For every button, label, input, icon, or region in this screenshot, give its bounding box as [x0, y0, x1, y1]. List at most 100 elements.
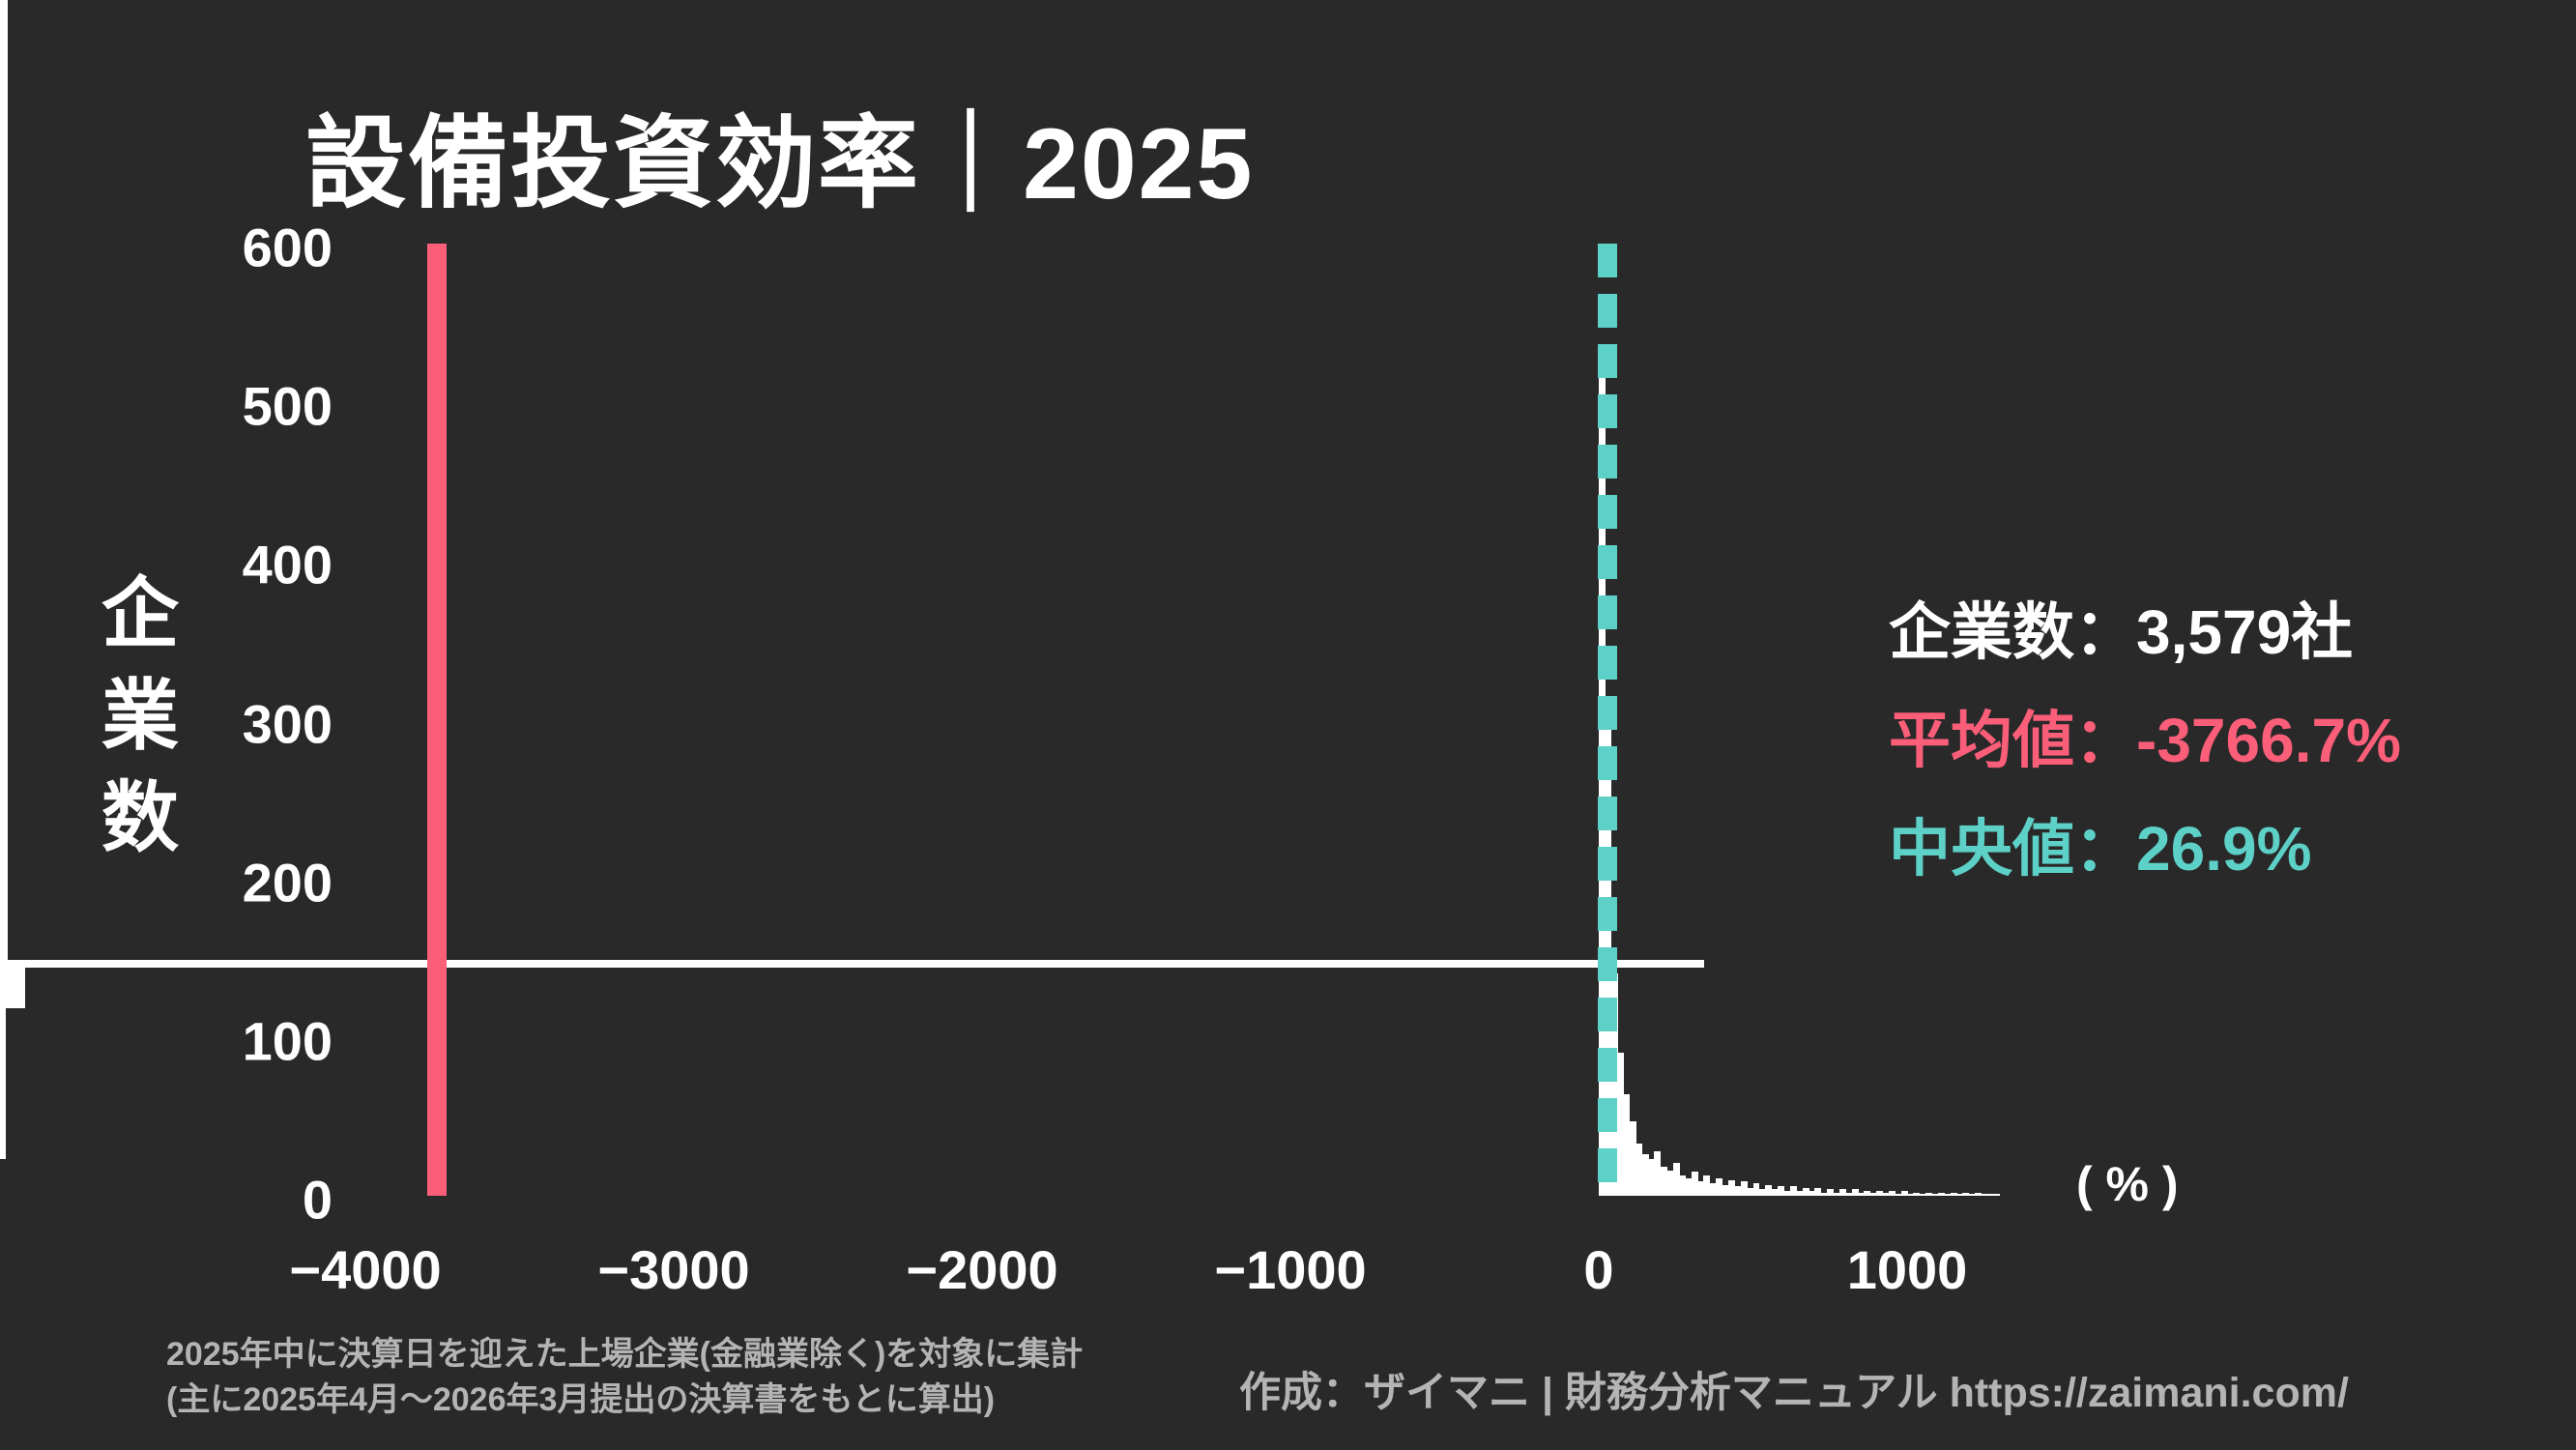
y-tick — [0, 985, 25, 991]
x-axis-unit-label: ( % ) — [2076, 1157, 2179, 1211]
histogram-bar — [1931, 1194, 1939, 1196]
y-tick-label: 0 — [302, 1169, 333, 1231]
histogram-bar — [1937, 1192, 1945, 1196]
histogram-bar — [1617, 1053, 1625, 1196]
histogram-bar — [1654, 1151, 1662, 1196]
x-tick — [0, 1008, 6, 1033]
y-axis-title: 企業数 — [91, 572, 177, 879]
histogram-bar — [1907, 1194, 1914, 1196]
histogram-bar — [1752, 1182, 1760, 1196]
histogram-bar — [1975, 1192, 1983, 1196]
histogram-bar — [1851, 1189, 1859, 1196]
histogram-bar — [1913, 1192, 1921, 1196]
histogram-bar — [1838, 1189, 1846, 1196]
x-tick-label: −1000 — [1214, 1239, 1367, 1300]
y-tick — [0, 979, 25, 985]
x-tick — [0, 1058, 6, 1084]
stat-mean: 平均値： -3766.7% — [1889, 686, 2401, 795]
histogram-bar — [1968, 1194, 1976, 1196]
histogram-bar — [1716, 1177, 1723, 1196]
x-tick — [0, 1033, 6, 1058]
histogram-bar — [1709, 1182, 1717, 1196]
x-tick-label: 0 — [1583, 1239, 1614, 1300]
histogram-bar — [1882, 1192, 1890, 1196]
histogram-bar — [1888, 1191, 1896, 1196]
x-tick-label: −2000 — [906, 1239, 1058, 1300]
histogram-bar — [1678, 1174, 1686, 1196]
x-tick — [0, 1134, 6, 1159]
histogram-bar — [1758, 1189, 1766, 1196]
histogram-bar — [1660, 1167, 1667, 1196]
histogram-bar — [1623, 1093, 1631, 1196]
histogram-bar — [1802, 1187, 1809, 1196]
histogram-bar — [1808, 1191, 1815, 1196]
stat-mean-value: -3766.7% — [2136, 706, 2401, 775]
histogram-bar — [1697, 1181, 1705, 1196]
histogram-bar — [1635, 1143, 1643, 1196]
y-tick-label: 200 — [242, 852, 333, 914]
footnote-line2: (主に2025年4月～2026年3月提出の決算書をもとに算出) — [166, 1381, 996, 1418]
histogram-bar — [1981, 1194, 1988, 1196]
histogram-bar — [1827, 1189, 1835, 1196]
stat-companies-value: 3,579社 — [2136, 597, 2354, 667]
histogram-bar — [1778, 1186, 1784, 1196]
footnote-line1: 2025年中に決算日を迎えた上場企業(金融業除く)を対象に集計 — [166, 1336, 1084, 1373]
histogram-bar — [1820, 1192, 1828, 1196]
stats-panel: 企業数： 3,579社 平均値： -3766.7% 中央値： 26.9% — [1889, 578, 2401, 903]
stat-median-value: 26.9% — [2136, 814, 2312, 884]
histogram-bar — [1857, 1192, 1865, 1196]
mean-marker-line — [427, 244, 448, 1196]
stat-median-label: 中央値： — [1889, 814, 2136, 884]
histogram-bar — [1740, 1181, 1748, 1196]
footnote: 2025年中に決算日を迎えた上場企業(金融業除く)を対象に集計 (主に2025年… — [166, 1332, 1083, 1423]
histogram-bar — [1925, 1192, 1933, 1196]
y-axis-line — [0, 0, 8, 960]
histogram-bar — [1900, 1191, 1908, 1196]
stat-median: 中央値： 26.9% — [1889, 795, 2401, 903]
x-tick-label: −3000 — [597, 1239, 750, 1300]
histogram-bar — [1648, 1159, 1655, 1196]
x-tick-label: −4000 — [289, 1239, 442, 1300]
y-tick — [0, 973, 25, 979]
histogram-bar — [1783, 1191, 1791, 1196]
histogram-bar — [1814, 1187, 1822, 1196]
histogram-bar — [1641, 1154, 1649, 1196]
histogram-bar — [1944, 1194, 1952, 1196]
histogram-bar — [1765, 1184, 1773, 1196]
histogram-bar — [1876, 1191, 1884, 1196]
histogram-bar — [1993, 1194, 2001, 1196]
histogram-bar — [1747, 1187, 1754, 1196]
y-tick-label: 400 — [242, 534, 333, 595]
histogram-bar — [1796, 1191, 1804, 1196]
stat-companies: 企業数： 3,579社 — [1889, 578, 2401, 686]
histogram-bar — [1789, 1186, 1797, 1196]
y-tick — [0, 1002, 25, 1008]
histogram-bar — [1666, 1170, 1674, 1196]
y-tick-label: 500 — [242, 375, 333, 437]
histogram-bar — [1691, 1172, 1698, 1196]
histogram-bar — [1962, 1192, 1970, 1196]
histogram-bar — [1919, 1194, 1926, 1196]
stat-companies-label: 企業数： — [1889, 597, 2136, 667]
y-tick-label: 300 — [242, 693, 333, 754]
histogram-bar — [1845, 1192, 1853, 1196]
histogram-bar — [1734, 1186, 1742, 1196]
histogram-bar — [1864, 1191, 1871, 1196]
histogram-bar — [1986, 1194, 1994, 1196]
histogram-bar — [1833, 1192, 1840, 1196]
chart-title: 設備投資効率｜2025 — [305, 108, 1255, 220]
y-tick-label: 600 — [242, 217, 333, 278]
plot-area: 0 100 200 300 400 500 600 −4000 −3000 −2000 −1000 0… — [0, 0, 2001, 1300]
histogram-bar — [1950, 1192, 1957, 1196]
histogram-bar — [1771, 1189, 1779, 1196]
histogram-bar — [1629, 1120, 1636, 1196]
histogram-bar — [1869, 1192, 1877, 1196]
histogram-bar — [1956, 1194, 1963, 1196]
median-marker-line — [1597, 244, 1617, 1196]
y-tick — [0, 997, 25, 1002]
histogram-bar — [1727, 1179, 1735, 1196]
histogram-bar — [1703, 1174, 1711, 1196]
histogram-bar — [1672, 1162, 1680, 1196]
x-tick-label: 1000 — [1846, 1239, 1968, 1300]
